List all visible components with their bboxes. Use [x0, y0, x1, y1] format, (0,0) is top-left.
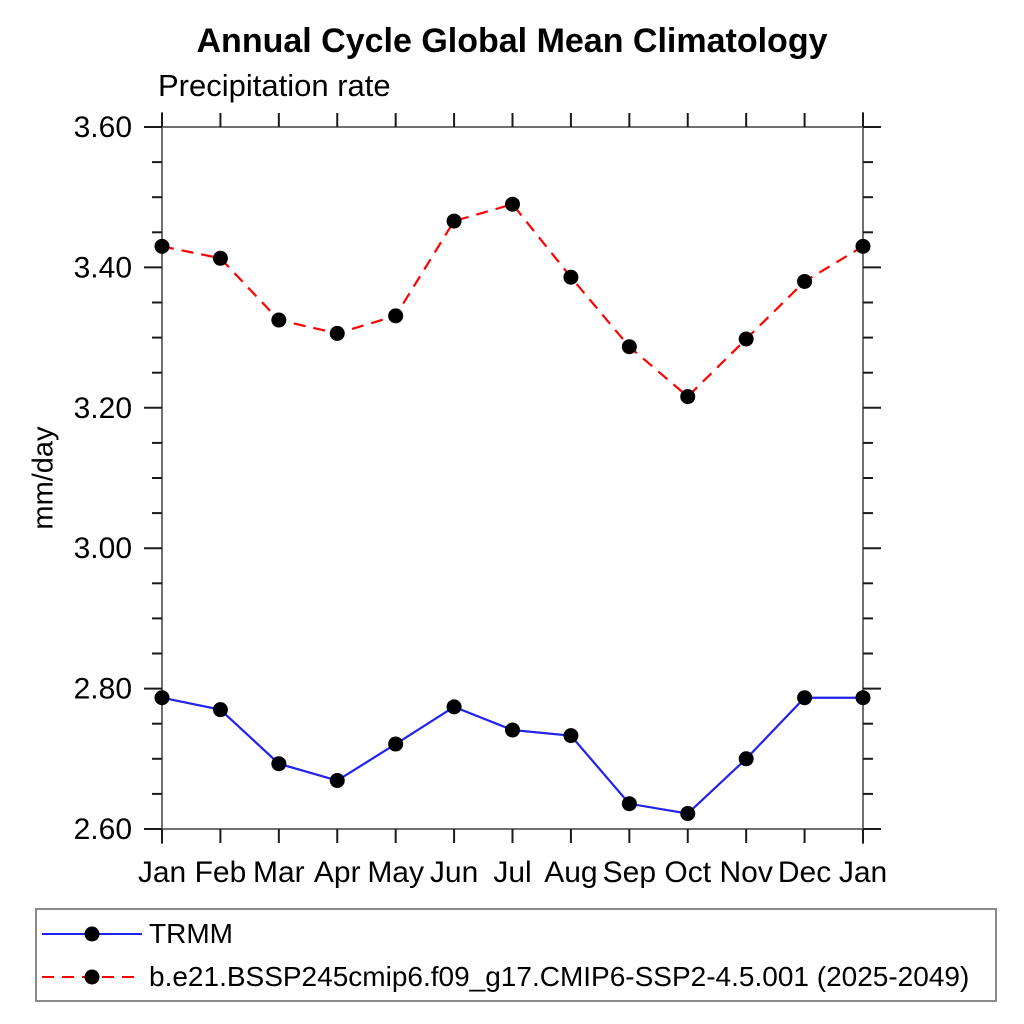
legend-swatch-dashed-line: [42, 969, 142, 984]
legend-row-trmm: TRMM: [42, 914, 995, 953]
legend-row-model: b.e21.BSSP245cmip6.f09_g17.CMIP6-SSP2-4.…: [42, 957, 995, 996]
x-tick-label: Nov: [719, 856, 772, 889]
y-tick-label: 2.60: [74, 813, 132, 846]
data-point-marker: [154, 690, 170, 706]
data-point-marker: [680, 806, 696, 822]
data-point-marker: [212, 250, 228, 266]
x-tick-label: Oct: [664, 856, 711, 889]
legend-swatch-solid-line: [42, 926, 142, 941]
series-line-1: [161, 202, 864, 399]
x-tick-label: Jul: [493, 856, 531, 889]
x-tick-label: May: [367, 856, 424, 889]
data-point-marker: [855, 690, 871, 706]
data-point-marker: [797, 273, 813, 289]
data-point-marker: [446, 699, 462, 715]
data-point-marker: [329, 773, 345, 789]
chart-title: Annual Cycle Global Mean Climatology: [196, 22, 828, 60]
data-point-marker: [621, 339, 637, 355]
data-point-marker: [388, 736, 404, 752]
x-tick-label: Mar: [253, 856, 305, 889]
data-point-marker: [154, 238, 170, 254]
data-point-marker: [738, 751, 754, 767]
data-point-marker: [271, 312, 287, 328]
x-tick-label: Jan: [138, 856, 186, 889]
data-point-marker: [329, 325, 345, 341]
y-tick-label: 3.00: [74, 532, 132, 565]
chart-subtitle: Precipitation rate: [158, 68, 391, 103]
y-tick-label: 2.80: [74, 673, 132, 706]
x-tick-label: Sep: [603, 856, 656, 889]
series-line-0: [161, 696, 863, 815]
data-point-marker: [680, 389, 696, 405]
data-point-marker: [271, 756, 287, 772]
legend-label-model: b.e21.BSSP245cmip6.f09_g17.CMIP6-SSP2-4.…: [149, 960, 970, 992]
legend-label-trmm: TRMM: [149, 917, 233, 949]
data-point-marker: [563, 728, 579, 744]
data-point-marker: [505, 196, 520, 212]
data-point-marker: [855, 238, 871, 254]
data-point-marker: [212, 702, 228, 718]
data-point-marker: [621, 796, 637, 812]
x-tick-label: Jun: [430, 856, 478, 889]
legend-marker-dot: [84, 926, 100, 941]
data-point-marker: [505, 722, 520, 738]
y-tick-label: 3.20: [74, 392, 132, 425]
data-point-marker: [446, 213, 462, 229]
y-tick-label: 3.60: [74, 111, 132, 144]
legend: TRMM b.e21.BSSP245cmip6.f09_g17.CMIP6-SS…: [35, 908, 997, 1002]
x-tick-label: Feb: [195, 856, 247, 889]
x-tick-label: Aug: [544, 856, 597, 889]
x-tick-label: Jan: [839, 856, 887, 889]
data-point-marker: [797, 690, 813, 706]
y-tick-label: 3.40: [74, 251, 132, 284]
legend-marker-dot: [84, 969, 100, 984]
data-point-marker: [563, 269, 579, 285]
x-tick-label: Apr: [314, 856, 361, 889]
data-point-marker: [738, 331, 754, 347]
x-tick-label: Dec: [778, 856, 831, 889]
data-point-marker: [388, 308, 404, 324]
